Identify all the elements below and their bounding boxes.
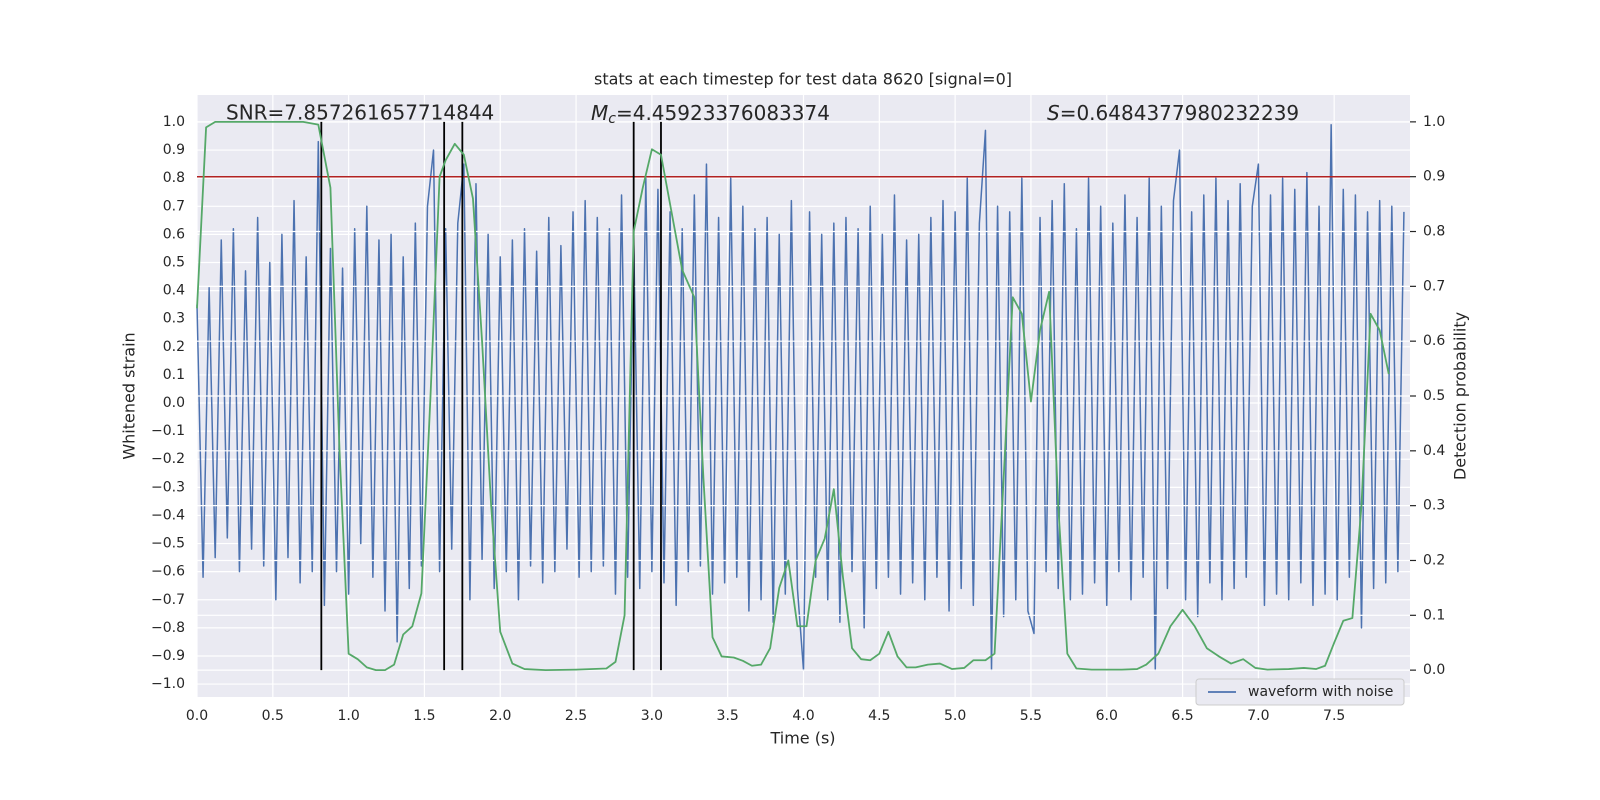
y2-tick-label: 0.8: [1423, 224, 1445, 240]
y2-tick-label: 0.9: [1423, 169, 1445, 185]
legend-box: [1195, 678, 1405, 706]
y-tick-label: 0.3: [163, 311, 185, 327]
y-tick-label: 0.6: [163, 226, 185, 242]
x-axis-label: Time (s): [769, 729, 835, 748]
annotation: SNR=7.857261657714844: [226, 101, 494, 125]
x-tick-label: 7.5: [1323, 708, 1345, 724]
annotation-subscript: c: [608, 111, 616, 127]
x-tick-label: 5.5: [1020, 708, 1042, 724]
annotation: S=0.6484377980232239: [1047, 101, 1299, 125]
y-tick-label: 0.1: [163, 367, 185, 383]
x-tick-label: 6.0: [1096, 708, 1118, 724]
y-tick-label: 0.2: [163, 339, 185, 355]
y-axis-label: Whitened strain: [120, 332, 139, 459]
y2-tick-label: 0.7: [1423, 278, 1445, 294]
plot-layer: 0.0 0.5 1.0 1.5 2.0 2.5 3.0 3.5 4.0 4.5 5.0 5.5 6.0 6…: [151, 95, 1445, 724]
y-tick-label: −0.6: [151, 564, 185, 580]
y2-axis-label: Detection probability: [1451, 312, 1470, 480]
x-tick-label: 3.5: [717, 708, 739, 724]
chart-title: stats at each timestep for test data 862…: [594, 70, 1012, 89]
y-tick-label: −0.9: [151, 648, 185, 664]
y2-tick-label: 0.3: [1423, 498, 1445, 514]
y-tick-label: 0.5: [163, 255, 185, 271]
y-tick-label: −1.0: [151, 676, 185, 692]
annotation-text: =0.6484377980232239: [1060, 101, 1299, 125]
y-tick-label: 0.4: [163, 283, 185, 299]
annotation-symbol: M: [591, 101, 608, 125]
x-tick-label: 6.5: [1171, 708, 1193, 724]
y-tick-label: −0.1: [151, 423, 185, 439]
y-tick-label: 0.8: [163, 170, 185, 186]
x-tick-label: 4.0: [792, 708, 814, 724]
line-series: [196, 124, 1405, 671]
y-tick-label: 0.0: [163, 395, 185, 411]
y-tick-label: −0.7: [151, 592, 185, 608]
x-tick-label: 0.0: [186, 708, 208, 724]
x-tick-label: 0.5: [262, 708, 284, 724]
annotation: Mc=4.45923376083374: [591, 101, 830, 128]
x-tick-label: 1.0: [337, 708, 359, 724]
x-tick-label: 2.0: [489, 708, 511, 724]
y2-tick-label: 0.6: [1423, 333, 1445, 349]
annotation-symbol: S: [1047, 101, 1060, 125]
y2-tick-label: 0.0: [1423, 662, 1445, 678]
x-tick-label: 3.0: [641, 708, 663, 724]
y-tick-label: −0.3: [151, 479, 185, 495]
x-tick-label: 4.5: [868, 708, 890, 724]
y-tick-label: −0.2: [151, 451, 185, 467]
line-series: [196, 120, 1390, 672]
y-tick-label: −0.5: [151, 536, 185, 552]
y-tick-label: −0.4: [151, 507, 185, 523]
annotation-text: =4.45923376083374: [616, 101, 830, 125]
x-tick-label: 7.0: [1247, 708, 1269, 724]
y-tick-label: 0.9: [163, 142, 185, 158]
y2-tick-label: 0.2: [1423, 552, 1445, 568]
x-tick-label: 2.5: [565, 708, 587, 724]
y-tick-label: −0.8: [151, 620, 185, 636]
y2-tick-label: 1.0: [1423, 114, 1445, 130]
x-tick-label: 5.0: [944, 708, 966, 724]
legend-label: waveform with noise: [1248, 684, 1393, 700]
y2-tick-label: 0.5: [1423, 388, 1445, 404]
y2-tick-label: 0.4: [1423, 443, 1445, 459]
y-tick-label: 0.7: [163, 198, 185, 214]
y2-tick-label: 0.1: [1423, 607, 1445, 623]
x-tick-label: 1.5: [413, 708, 435, 724]
y-tick-label: 1.0: [163, 114, 185, 130]
